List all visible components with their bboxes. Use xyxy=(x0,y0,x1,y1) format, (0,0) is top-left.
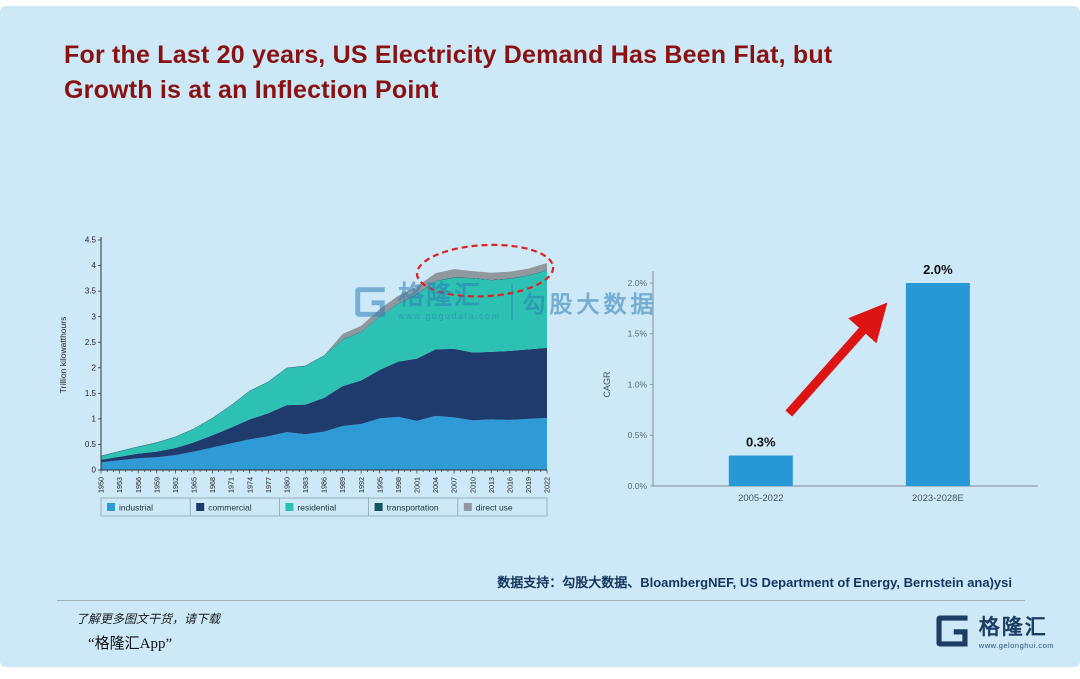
data-source-note: 数据支持：勾股大数据、BloambergNEF, US Department o… xyxy=(497,572,1012,591)
svg-text:2010: 2010 xyxy=(468,477,477,493)
svg-text:0.5%: 0.5% xyxy=(628,430,648,440)
svg-text:2: 2 xyxy=(92,363,97,372)
legend-box xyxy=(100,497,548,517)
bar-2005-2022 xyxy=(728,455,793,486)
svg-text:2007: 2007 xyxy=(450,477,459,493)
area-series-residential xyxy=(101,270,547,460)
bar-y-axis-label: CAGR xyxy=(602,371,612,398)
footer-logo-name: 格隆汇 xyxy=(978,616,1048,640)
svg-text:1971: 1971 xyxy=(227,477,236,493)
svg-text:4.5: 4.5 xyxy=(85,236,97,245)
cagr-bar-chart: 0.0% 0.5% 1.0% 1.5% 2.0% CAGR 0.3% 2005-2022 2.0… xyxy=(602,262,1038,504)
svg-text:1998: 1998 xyxy=(394,477,403,493)
title-line-1: For the Last 20 years, US Electricity De… xyxy=(64,41,833,69)
svg-text:1956: 1956 xyxy=(134,477,143,493)
legend-swatch-commercial xyxy=(196,503,205,511)
svg-text:2019: 2019 xyxy=(524,477,533,493)
svg-text:2016: 2016 xyxy=(505,477,514,493)
svg-text:0.0%: 0.0% xyxy=(628,481,648,491)
source-label: 数据支持： xyxy=(497,575,563,590)
area-y-axis-label: Trillion kilowatthours xyxy=(58,317,68,394)
svg-text:0.5: 0.5 xyxy=(85,440,97,449)
bar-value-label: 0.3% xyxy=(746,435,776,450)
svg-text:1962: 1962 xyxy=(171,477,180,493)
footer-logo-url: www.gelonghui.com xyxy=(978,641,1054,651)
svg-text:1950: 1950 xyxy=(97,477,106,493)
svg-text:1986: 1986 xyxy=(320,477,329,493)
gelonghui-logo-icon xyxy=(933,612,971,655)
svg-text:1959: 1959 xyxy=(152,477,161,493)
page-title: For the Last 20 years, US Electricity De… xyxy=(64,38,1004,107)
svg-text:1.0%: 1.0% xyxy=(628,379,648,389)
svg-text:1: 1 xyxy=(92,414,97,423)
legend-swatch-industrial xyxy=(107,503,115,511)
svg-text:1.5%: 1.5% xyxy=(628,329,648,339)
source-text: 勾股大数据、BloambergNEF, US Department of Ene… xyxy=(562,575,1012,590)
svg-text:1977: 1977 xyxy=(264,477,273,493)
area-series-commercial xyxy=(101,347,547,463)
legend-label: commercial xyxy=(208,503,252,513)
svg-text:1989: 1989 xyxy=(338,477,347,493)
growth-arrow xyxy=(785,302,888,417)
footer-promo-line2: “格隆汇App” xyxy=(88,636,173,652)
svg-text:2001: 2001 xyxy=(413,477,422,493)
svg-text:1974: 1974 xyxy=(245,477,254,493)
legend-swatch-direct-use xyxy=(463,503,472,511)
svg-text:1983: 1983 xyxy=(301,477,310,493)
svg-text:1980: 1980 xyxy=(282,477,291,493)
bar-value-label: 2.0% xyxy=(923,262,953,277)
bar-category-label: 2023-2028E xyxy=(912,493,964,504)
area-series-industrial xyxy=(101,415,547,470)
svg-text:3: 3 xyxy=(92,312,97,321)
footer-logo-text-block: 格隆汇 www.gelonghui.com xyxy=(979,617,1054,650)
legend-label: industrial xyxy=(119,503,153,513)
legend-label: direct use xyxy=(476,503,513,513)
footer-logo: 格隆汇 www.gelonghui.com xyxy=(933,612,1054,655)
title-line-2: Growth is at an Inflection Point xyxy=(64,75,439,104)
footer-divider xyxy=(57,600,1025,601)
stacked-area-chart: 0 0.5 1 1.5 2 2.5 3 3.5 4 4.5 1950 1953 1956 1959 1962… xyxy=(58,236,555,517)
footer-promo-line1: 了解更多图文干货，请下载 xyxy=(76,612,221,626)
flat-demand-highlight-ellipse xyxy=(415,243,555,298)
svg-text:0: 0 xyxy=(92,466,97,475)
svg-text:1995: 1995 xyxy=(375,477,384,493)
legend-label: residential xyxy=(297,503,336,513)
svg-text:2004: 2004 xyxy=(431,477,440,493)
legend-swatch-residential xyxy=(285,503,294,511)
svg-text:4: 4 xyxy=(92,261,97,270)
svg-text:2.0%: 2.0% xyxy=(628,278,648,288)
bar-2023-2028E xyxy=(905,283,970,486)
svg-text:1992: 1992 xyxy=(357,477,366,493)
svg-text:1965: 1965 xyxy=(190,477,199,493)
svg-text:2.5: 2.5 xyxy=(85,338,97,347)
svg-text:2013: 2013 xyxy=(487,477,496,493)
svg-text:1968: 1968 xyxy=(208,477,217,493)
svg-text:1953: 1953 xyxy=(115,477,124,493)
legend-swatch-transportation xyxy=(374,503,383,511)
bar-category-label: 2005-2022 xyxy=(738,493,783,504)
svg-text:1.5: 1.5 xyxy=(85,389,97,398)
legend-label: transportation xyxy=(387,503,439,513)
svg-text:3.5: 3.5 xyxy=(85,287,97,296)
svg-text:2022: 2022 xyxy=(543,477,552,493)
